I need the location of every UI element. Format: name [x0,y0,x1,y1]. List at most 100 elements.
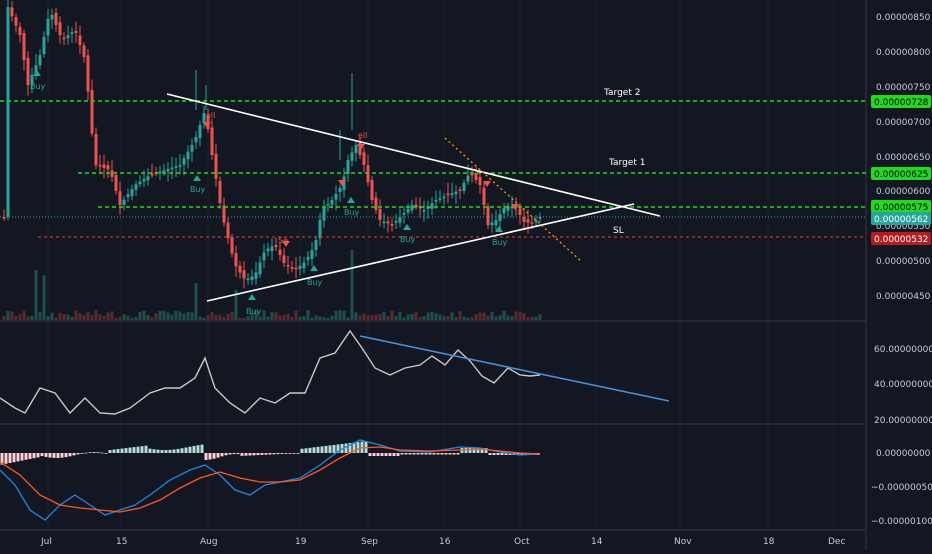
candle-body [318,220,322,239]
macd-histogram-bar [28,453,32,459]
volume-bar [30,315,34,320]
candle-body [18,26,22,35]
macd-histogram-bar [308,447,312,453]
macd-tick: −0.00000050 [871,483,932,493]
candle-body [54,12,58,25]
price-axis[interactable]: 0.00000850 0.00000800 0.00000750 0.00000… [876,13,931,302]
candle-body [450,193,454,195]
macd-histogram-bar [84,452,88,454]
macd-histogram-bar [24,453,28,460]
macd-histogram-bar [312,447,316,453]
macd-histogram-bar [36,453,40,458]
trade-signals: Buy Buy Buy Buy Buy Buy Buy ell ell Se [30,70,519,316]
macd-histogram-bar [516,453,520,455]
volume-bar [18,314,22,320]
price-tick: 0.00000600 [876,187,931,197]
macd-histogram-bar [60,453,64,458]
macd-histogram-bar [48,453,52,458]
macd-histogram-bar [280,453,284,454]
candle-body [286,264,290,267]
candle-body [334,194,338,200]
volume-bar [210,312,214,320]
candle-body [134,184,138,190]
macd-histogram-bar [284,453,288,454]
candle-body [30,75,34,85]
volume-bar [98,314,102,320]
candle-body [430,203,434,209]
candle-body [498,214,502,222]
macd-histogram-bar [256,453,260,456]
buy-label: Buy [344,208,360,217]
macd-histogram-bar [104,453,108,454]
candle-body [146,176,150,181]
volume-bar [118,316,122,320]
volume-bar [250,312,254,320]
macd-histogram-bar [364,441,368,453]
rsi-axis[interactable]: 60.00000000 40.00000000 20.00000000 [874,345,932,426]
candle-body [342,176,346,191]
candle-body [434,200,438,202]
price-tick: 0.00000850 [876,13,931,23]
macd-histogram-bar [88,452,92,453]
candle-body [250,276,254,280]
macd-histogram-bar [368,453,372,456]
candle-body [302,262,306,269]
macd-histogram-bar [504,453,508,455]
candle-body [6,7,10,217]
candle-body [190,145,194,152]
macd-histogram-bar [412,453,416,455]
volume-bar [186,311,190,320]
macd-axis[interactable]: 0.00000000 −0.00000050 −0.00000100 [871,449,932,527]
time-tick: Oct [514,537,530,547]
candle-body [394,221,398,223]
volume-bar [34,270,38,320]
candle-body [374,197,378,210]
macd-histogram-bar [380,453,384,456]
candle-body [102,164,106,168]
volume-bar [438,314,442,320]
resistance-price-tag-text: 0.00000575 [874,203,928,213]
macd-histogram-bar [144,445,148,453]
volume-bar [534,316,538,320]
buy-arrow-icon [403,224,411,230]
candle-body [202,113,206,124]
volume-bar [174,310,178,320]
macd-histogram-bar [296,453,300,454]
macd-histogram-bar [200,444,204,453]
lower-trendline[interactable] [206,203,635,302]
volume-bar [66,314,70,320]
sell-arrow-icon [338,180,346,186]
volume-bar [50,312,54,320]
macd-histogram-bar [388,453,392,456]
upper-trendline[interactable] [166,93,661,217]
volume-bar [282,314,286,320]
candle-body [94,134,98,166]
volume-bar [222,316,226,320]
volume-bar [238,317,242,320]
time-axis[interactable]: Jul 15 Aug 19 Sep 16 Oct 14 Nov 18 Dec [40,537,845,547]
buy-label: Buy [307,278,323,287]
volume-bar [42,275,46,320]
volume-bar [354,312,358,320]
candle-body [114,175,118,191]
macd-histogram-bar [168,449,172,453]
candle-body [110,170,114,177]
macd-histogram-bar [124,448,128,453]
stop-loss-price-tag-text: 0.00000532 [874,235,928,245]
volume-bar [418,317,422,320]
volume-bar [178,311,182,320]
target1-annotation: Target 1 [608,158,645,168]
macd-histogram-bar [108,450,112,453]
candle-body [198,125,202,138]
macd-histogram-bar [328,445,332,453]
buy-label: Buy [246,307,262,316]
macd-histogram-bar [304,448,308,453]
candle-body [502,208,506,214]
rsi-trendline[interactable] [359,335,670,402]
macd-histogram-bar [64,453,68,458]
candle-body [490,222,494,226]
candle-body [82,45,86,57]
orange-dotted-trendline[interactable] [444,137,583,263]
